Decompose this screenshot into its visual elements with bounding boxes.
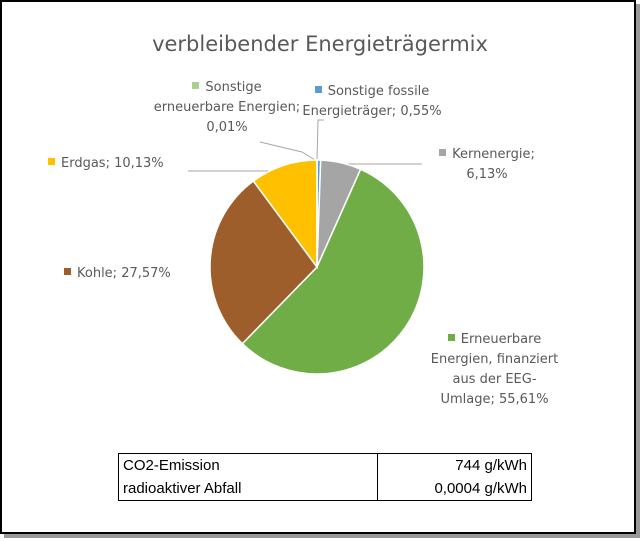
legend-marker xyxy=(192,82,200,89)
chart xyxy=(188,119,425,375)
table-cell: 744 g/kWh xyxy=(377,453,532,477)
data-label: Sonstige erneuerbare Energien; 0,01% xyxy=(152,78,302,138)
legend-marker xyxy=(314,86,322,93)
label-text: Kernenergie; 6,13% xyxy=(452,147,535,182)
data-label: Kohle; 27,57% xyxy=(64,264,224,284)
data-label: Erdgas; 10,13% xyxy=(48,154,218,174)
table-cell: radioaktiver Abfall xyxy=(118,477,378,501)
leader-line xyxy=(259,141,316,161)
data-label: Erneuerbare Energien, finanziert aus der… xyxy=(427,330,562,410)
legend-marker xyxy=(447,334,455,341)
table-row: radioaktiver Abfall 0,0004 g/kWh xyxy=(118,477,532,501)
info-table: CO2-Emission 744 g/kWh radioaktiver Abfa… xyxy=(118,453,532,501)
pie-slice xyxy=(209,179,318,345)
legend-marker xyxy=(48,158,55,165)
label-text: Erneuerbare Energien, finanziert aus der… xyxy=(430,332,559,407)
legend-marker xyxy=(64,268,71,275)
label-text: Sonstige fossile Energieträger; 0,55% xyxy=(302,84,442,119)
label-text: Sonstige erneuerbare Energien; 0,01% xyxy=(153,80,301,135)
table-cell: CO2-Emission xyxy=(118,453,378,477)
chart-title: verbleibender Energieträgermix xyxy=(152,32,488,56)
table-cell: 0,0004 g/kWh xyxy=(377,477,532,501)
pie-slice xyxy=(241,168,425,375)
label-text: Kohle; 27,57% xyxy=(77,266,171,281)
leader-line xyxy=(316,119,324,161)
data-label: Kernenergie; 6,13% xyxy=(422,145,552,185)
label-text: Erdgas; 10,13% xyxy=(61,156,164,171)
table-row: CO2-Emission 744 g/kWh xyxy=(118,453,532,477)
legend-marker xyxy=(439,149,447,156)
data-label: Sonstige fossile Energieträger; 0,55% xyxy=(302,82,442,122)
chart-frame: verbleibender Energieträgermix CO2-Emiss… xyxy=(0,0,636,534)
